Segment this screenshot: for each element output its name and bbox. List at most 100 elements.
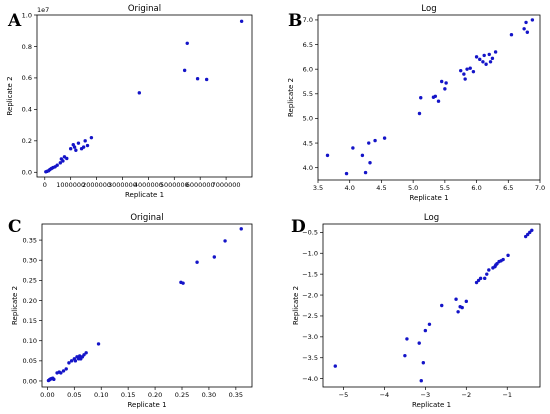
data-point <box>436 99 441 103</box>
chart-title: Original <box>130 213 163 223</box>
data-point <box>463 77 467 81</box>
y-exponent-label: 1e7 <box>37 6 49 14</box>
y-tick-label: −4.0 <box>302 375 318 383</box>
x-tick-label: 0.10 <box>94 391 108 399</box>
data-point <box>373 138 377 143</box>
y-tick-label: 6.0 <box>303 65 313 73</box>
data-point <box>82 353 86 357</box>
y-tick-label: 0.05 <box>23 357 37 365</box>
data-point <box>423 328 428 333</box>
chart-title: Log <box>421 4 436 14</box>
data-point <box>440 303 444 308</box>
x-tick-label: 4.0 <box>345 184 355 192</box>
x-tick-label: 5.0 <box>408 184 418 192</box>
panel-b: B Log 3.5 4.0 4.5 5.0 5.5 6.0 6.5 7.0 4.0 4.5 5.0 5.5… <box>287 4 545 202</box>
y-tick-label: −2.5 <box>302 312 318 320</box>
y-tick-label: 0.2 <box>22 137 32 145</box>
y-tick-label: 0.15 <box>23 317 37 325</box>
y-tick-label: 0.10 <box>23 337 37 345</box>
y-tick-label: 0.25 <box>23 277 37 285</box>
x-axis-label: Replicate 1 <box>412 401 451 409</box>
data-point <box>65 156 69 161</box>
data-point <box>382 136 387 140</box>
y-tick-label: 4.0 <box>303 164 313 172</box>
data-point <box>488 60 493 64</box>
x-tick-label: 2000000 <box>82 181 111 189</box>
data-point <box>523 234 528 239</box>
data-point <box>490 56 495 61</box>
data-point <box>417 111 422 116</box>
data-point <box>444 81 448 85</box>
y-axis-label: Replicate 2 <box>6 76 14 115</box>
y-tick-label: 5.0 <box>303 115 313 123</box>
x-tick-label: 7000000 <box>212 181 241 189</box>
data-point <box>506 253 510 258</box>
data-point <box>403 353 407 358</box>
data-point <box>530 228 534 232</box>
y-tick-label: 5.5 <box>303 90 313 98</box>
data-point <box>528 230 532 235</box>
data-point <box>459 68 463 73</box>
x-tick-label: 5000000 <box>160 181 189 189</box>
data-point <box>478 57 482 62</box>
x-axis-label: Replicate 1 <box>125 191 164 199</box>
panel-letter: B <box>288 11 302 31</box>
y-tick-label: 6.5 <box>303 41 313 49</box>
data-point <box>460 305 464 310</box>
data-point <box>464 299 469 304</box>
data-points <box>333 228 534 383</box>
x-axis-label: Replicate 1 <box>127 401 166 409</box>
data-point <box>501 257 505 262</box>
data-point <box>421 361 426 365</box>
data-point <box>509 33 514 37</box>
data-point <box>524 20 528 25</box>
data-point <box>72 145 77 149</box>
data-point <box>495 262 499 266</box>
x-tick-label: 0.35 <box>229 391 243 399</box>
panel-a: A Original 0 100000020000003000000400000050… <box>6 4 253 199</box>
x-tick-label: 4.5 <box>376 184 386 192</box>
data-point <box>52 377 56 382</box>
x-tick-label: 5.5 <box>440 184 450 192</box>
data-point <box>417 341 421 345</box>
x-tick-label: 0.00 <box>40 391 54 399</box>
x-tick-label: 0.05 <box>67 391 81 399</box>
plot-frame <box>317 14 541 181</box>
data-point <box>85 143 90 148</box>
chart-title: Original <box>128 4 161 14</box>
data-point <box>526 232 530 237</box>
panel-letter: A <box>7 11 22 31</box>
data-point <box>368 161 372 165</box>
y-tick-label: 0.20 <box>23 297 37 305</box>
y-tick-label: 0.30 <box>23 257 37 265</box>
data-point <box>137 91 142 95</box>
y-tick-label: 0.6 <box>22 74 32 82</box>
y-tick-label: 1.0 <box>22 11 32 19</box>
x-tick-label: −2 <box>462 391 472 399</box>
data-point <box>74 148 78 152</box>
data-point <box>239 227 243 231</box>
plot-frame <box>41 223 253 388</box>
data-point <box>487 52 491 57</box>
data-point <box>481 60 485 64</box>
data-point <box>223 239 227 243</box>
data-point <box>454 297 458 301</box>
data-point <box>58 161 63 165</box>
y-tick-label: −3.5 <box>302 354 318 362</box>
data-point <box>325 153 330 158</box>
data-point <box>73 359 78 363</box>
data-point <box>484 62 488 66</box>
data-point <box>344 171 349 176</box>
y-axis-label: Replicate 2 <box>292 286 300 325</box>
data-point <box>487 268 491 272</box>
data-point <box>64 367 68 371</box>
x-tick-label: 0 <box>43 181 47 189</box>
data-point <box>525 30 530 34</box>
x-tick-label: 1000000 <box>56 181 85 189</box>
data-point <box>433 94 438 98</box>
data-point <box>69 359 74 363</box>
y-axis-label: Replicate 2 <box>11 286 19 325</box>
data-point <box>81 145 86 149</box>
panel-d: D Log −5 −4 −3 −2 −1 −4.0 −3.5 −3.0 −2.5 −2.0 −1.5 −1… <box>291 213 541 409</box>
